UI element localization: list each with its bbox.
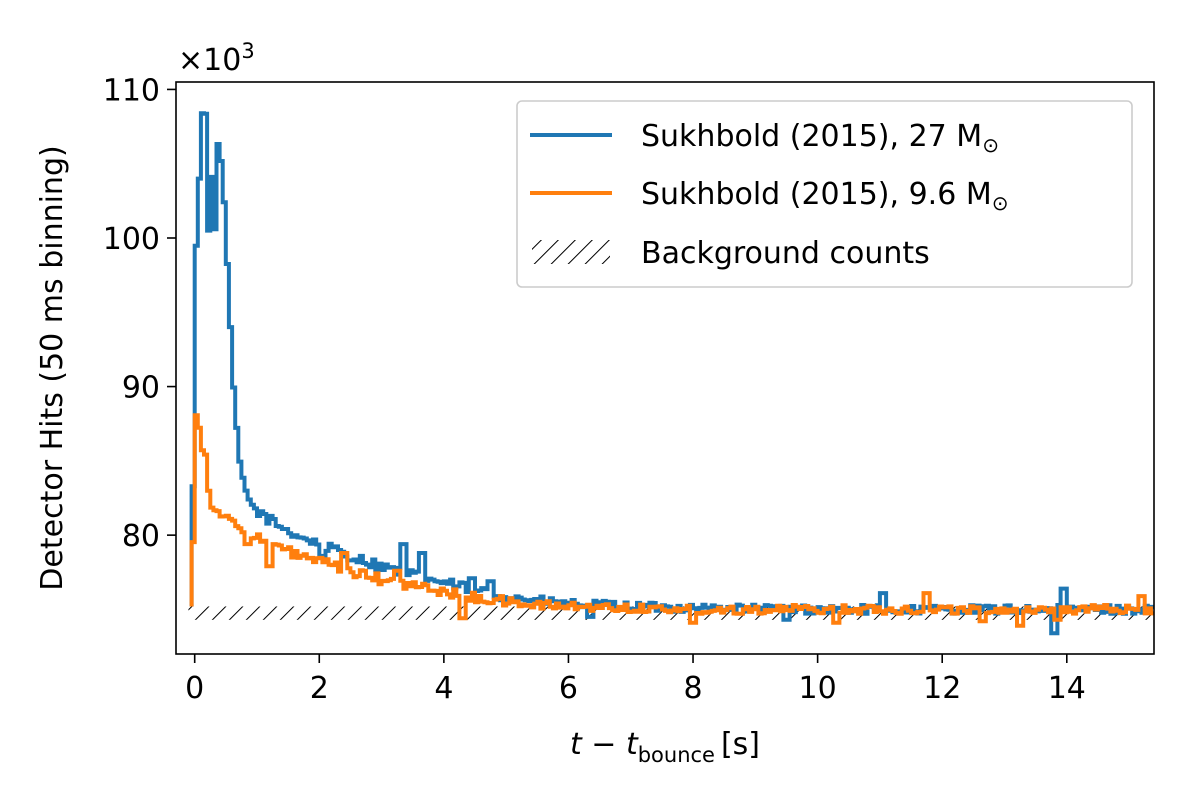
legend-box [516,100,1133,288]
x-tick-label: 10 [799,671,837,706]
y-axis-multiplier: ×103 [178,39,255,78]
x-tick-label: 8 [683,671,702,706]
legend-hatch-swatch [532,240,610,264]
x-axis-ticks: 0 2 4 6 8 10 12 14 [185,654,1086,706]
y-axis-multiplier-exponent: 3 [241,39,254,63]
legend-label-27msun: Sukhbold (2015), 27 M⊙ [641,119,999,157]
series-line-1 [189,413,1154,628]
x-tick-label: 4 [434,671,453,706]
x-tick-label: 12 [923,671,961,706]
y-tick-label: 100 [103,222,160,257]
legend-label-9-6msun: Sukhbold (2015), 9.6 M⊙ [641,177,1008,215]
x-tick-label: 2 [310,671,329,706]
legend-label-background: Background counts [641,236,930,271]
y-tick-label: 90 [122,371,160,406]
x-tick-label: 0 [185,671,204,706]
plot-frame [175,81,1155,655]
x-tick-label: 6 [559,671,578,706]
sun-icon: ⊙ [982,133,999,157]
y-tick-label: 80 [122,519,160,554]
series-group [189,111,1154,636]
x-axis-label-unit: [s] [721,727,760,762]
legend: Sukhbold (2015), 27 M⊙ Sukhbold (2015), … [516,100,1133,288]
x-axis-label-var: t − t [570,727,639,762]
y-axis-ticks: 80 90 100 110 [103,73,176,554]
y-axis-label: Detector Hits (50 ms binning) [35,145,70,590]
x-axis-label: t − tbounce [s] [570,727,760,767]
x-tick-label: 14 [1048,671,1086,706]
x-axis-label-sub: bounce [638,743,715,767]
y-tick-label: 110 [103,73,160,108]
sun-icon: ⊙ [992,191,1009,215]
